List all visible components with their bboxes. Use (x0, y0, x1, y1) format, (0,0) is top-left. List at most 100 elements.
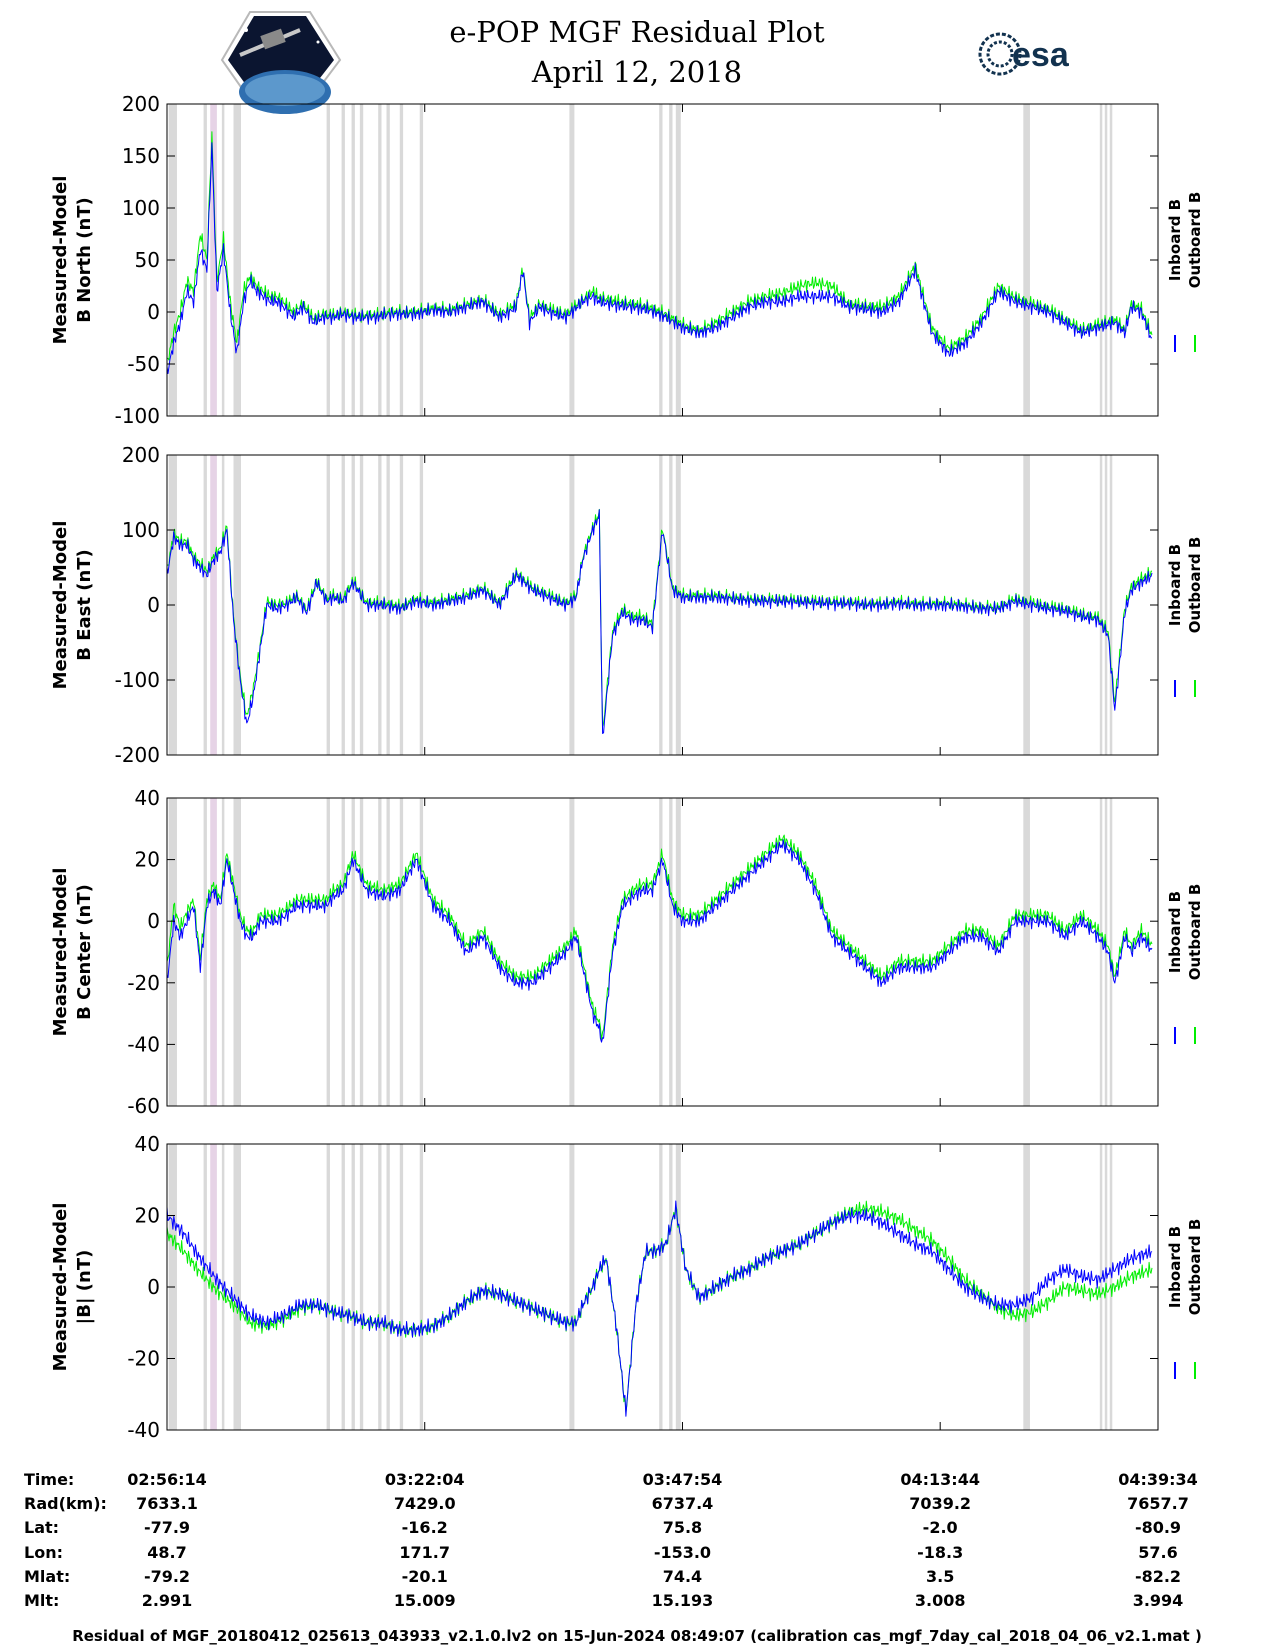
y-tick-label: 100 (122, 518, 160, 542)
panel-1: -100 -50 0 50 100 150 200 Measured-Model B North… (50, 92, 1204, 428)
y-tick-label: 0 (147, 1275, 160, 1299)
y-tick-label: 20 (135, 1204, 160, 1228)
gray-band (233, 1144, 241, 1430)
legend-outboard-label: Outboard B (1186, 1219, 1204, 1316)
gray-band (378, 1144, 382, 1430)
legend-inboard-label: Inboard B (1166, 1226, 1184, 1308)
gray-band (359, 104, 364, 416)
gray-band (351, 1144, 355, 1430)
y-tick-label: -50 (127, 352, 160, 376)
gray-band (659, 104, 663, 416)
footer-caption: Residual of MGF_20180412_025613_043933_v… (72, 1627, 1202, 1645)
table-cell-lon: -153.0 (654, 1543, 711, 1562)
esa-logo: esa (978, 32, 1070, 76)
table-cell-mlat: -79.2 (144, 1567, 190, 1586)
gray-band (233, 798, 241, 1106)
inboard-series-line (166, 1200, 1153, 1417)
table-cell-lat: 75.8 (663, 1518, 702, 1537)
table-cell-lat: -2.0 (923, 1518, 958, 1537)
y-tick-label: 50 (135, 248, 160, 272)
panel-4: -40 -20 0 20 40 Measured-Model |B| (nT) Inboard… (50, 1132, 1204, 1442)
orbit-table: Time: Rad(km): Lat: Lon: Mlat: Mlt: 02:56:14 76… (24, 1470, 1198, 1610)
gray-band (1104, 455, 1108, 755)
gray-band (675, 798, 681, 1106)
gray-band (569, 1144, 575, 1430)
y-tick-label: 200 (122, 92, 160, 116)
gray-band (659, 455, 663, 755)
gray-band (351, 798, 355, 1106)
gray-band (1023, 798, 1030, 1106)
gray-band (203, 104, 207, 416)
gray-band (203, 1144, 207, 1430)
y-tick-label: 0 (147, 593, 160, 617)
gray-band (669, 798, 673, 1106)
table-cell-mlt: 15.009 (394, 1591, 456, 1610)
table-cell-mlat: -82.2 (1135, 1567, 1181, 1586)
gray-band (221, 798, 225, 1106)
table-cell-time: 02:56:14 (127, 1470, 207, 1489)
table-cell-lon: 57.6 (1138, 1543, 1177, 1562)
gray-band (359, 1144, 364, 1430)
gray-band (386, 1144, 390, 1430)
gray-band (399, 104, 404, 416)
gray-band (659, 798, 663, 1106)
inboard-series-line (166, 509, 1153, 734)
table-cell-rad: 7429.0 (394, 1494, 456, 1513)
esa-logo-text: esa (1012, 36, 1070, 74)
y-tick-label: 40 (135, 1132, 160, 1156)
gray-band (386, 104, 390, 416)
table-cell-lon: -18.3 (917, 1543, 963, 1562)
y-tick-label: -100 (115, 404, 160, 428)
gray-band (386, 798, 390, 1106)
legend-inboard-label: Inboard B (1166, 544, 1184, 626)
y-tick-label: -20 (127, 971, 160, 995)
y-axis-label: Measured-Model (50, 868, 71, 1037)
y-tick-label: 20 (135, 848, 160, 872)
table-cell-mlat: 3.5 (926, 1567, 954, 1586)
cassiope-mission-patch (220, 11, 342, 114)
y-tick-label: -40 (127, 1032, 160, 1056)
gray-band (359, 798, 364, 1106)
gray-band (341, 798, 345, 1106)
gray-band (399, 1144, 404, 1430)
table-cell-time: 04:13:44 (900, 1470, 980, 1489)
gray-band (351, 455, 355, 755)
gray-band (1109, 104, 1113, 416)
gray-band (359, 455, 364, 755)
gray-band (1109, 455, 1113, 755)
table-cell-time: 04:39:34 (1118, 1470, 1198, 1489)
pink-band (210, 455, 217, 755)
gray-band (378, 104, 382, 416)
y-tick-label: 0 (147, 909, 160, 933)
gray-band (1099, 455, 1103, 755)
gray-band (221, 104, 225, 416)
y-axis-label: Measured-Model (50, 176, 71, 345)
gray-band (378, 798, 382, 1106)
table-row-label: Mlt: (24, 1591, 59, 1610)
table-row-label: Lat: (24, 1518, 59, 1537)
y-axis-label-units: B East (nT) (74, 549, 95, 661)
table-cell-lat: -80.9 (1135, 1518, 1181, 1537)
y-tick-label: -40 (127, 1418, 160, 1442)
gray-band (1104, 104, 1108, 416)
gray-band (221, 455, 225, 755)
gray-band (1099, 104, 1103, 416)
table-row-label: Lon: (24, 1543, 63, 1562)
pink-band (210, 798, 217, 1106)
gray-band (168, 798, 177, 1106)
y-tick-label: 100 (122, 196, 160, 220)
y-axis-label: Measured-Model (50, 1203, 71, 1372)
gray-band (1099, 798, 1103, 1106)
legend-outboard-label: Outboard B (1186, 192, 1204, 289)
gray-band (1109, 798, 1113, 1106)
table-row-label: Time: (24, 1470, 74, 1489)
y-axis-label-units: B North (nT) (74, 197, 95, 323)
gray-band (233, 455, 241, 755)
legend-inboard-label: Inboard B (1166, 199, 1184, 281)
panel-2: -200 -100 0 100 200 Measured-Model B East (nT)… (50, 443, 1204, 767)
gray-band (326, 455, 330, 755)
gray-band (1023, 104, 1030, 416)
outboard-series-line (166, 834, 1153, 1041)
gray-band (659, 1144, 663, 1430)
gray-band (326, 1144, 330, 1430)
